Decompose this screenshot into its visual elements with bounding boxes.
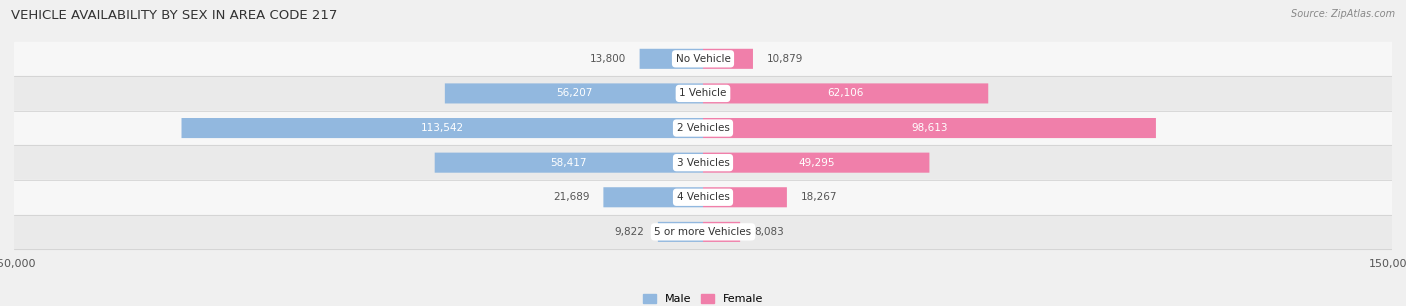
Text: 5 or more Vehicles: 5 or more Vehicles <box>654 227 752 237</box>
Text: 4 Vehicles: 4 Vehicles <box>676 192 730 202</box>
Bar <box>14 42 1392 76</box>
FancyBboxPatch shape <box>703 49 754 69</box>
Bar <box>14 215 1392 249</box>
FancyBboxPatch shape <box>703 84 988 103</box>
Text: Source: ZipAtlas.com: Source: ZipAtlas.com <box>1291 9 1395 19</box>
Text: 113,542: 113,542 <box>420 123 464 133</box>
Text: 56,207: 56,207 <box>555 88 592 99</box>
Bar <box>14 180 1392 215</box>
Text: 62,106: 62,106 <box>828 88 863 99</box>
Text: 18,267: 18,267 <box>800 192 837 202</box>
Text: VEHICLE AVAILABILITY BY SEX IN AREA CODE 217: VEHICLE AVAILABILITY BY SEX IN AREA CODE… <box>11 9 337 22</box>
FancyBboxPatch shape <box>703 118 1156 138</box>
FancyBboxPatch shape <box>703 222 740 242</box>
Legend: Male, Female: Male, Female <box>643 294 763 304</box>
FancyBboxPatch shape <box>640 49 703 69</box>
Text: 21,689: 21,689 <box>553 192 589 202</box>
Text: 58,417: 58,417 <box>551 158 588 168</box>
Text: 1 Vehicle: 1 Vehicle <box>679 88 727 99</box>
Text: No Vehicle: No Vehicle <box>675 54 731 64</box>
Text: 2 Vehicles: 2 Vehicles <box>676 123 730 133</box>
FancyBboxPatch shape <box>181 118 703 138</box>
Text: 10,879: 10,879 <box>766 54 803 64</box>
Text: 3 Vehicles: 3 Vehicles <box>676 158 730 168</box>
Text: 8,083: 8,083 <box>754 227 783 237</box>
FancyBboxPatch shape <box>658 222 703 242</box>
Bar <box>14 76 1392 111</box>
FancyBboxPatch shape <box>703 187 787 207</box>
Text: 9,822: 9,822 <box>614 227 644 237</box>
Text: 13,800: 13,800 <box>589 54 626 64</box>
Text: 98,613: 98,613 <box>911 123 948 133</box>
Bar <box>14 145 1392 180</box>
Text: 49,295: 49,295 <box>799 158 834 168</box>
FancyBboxPatch shape <box>444 84 703 103</box>
FancyBboxPatch shape <box>703 153 929 173</box>
Bar <box>14 111 1392 145</box>
FancyBboxPatch shape <box>603 187 703 207</box>
FancyBboxPatch shape <box>434 153 703 173</box>
